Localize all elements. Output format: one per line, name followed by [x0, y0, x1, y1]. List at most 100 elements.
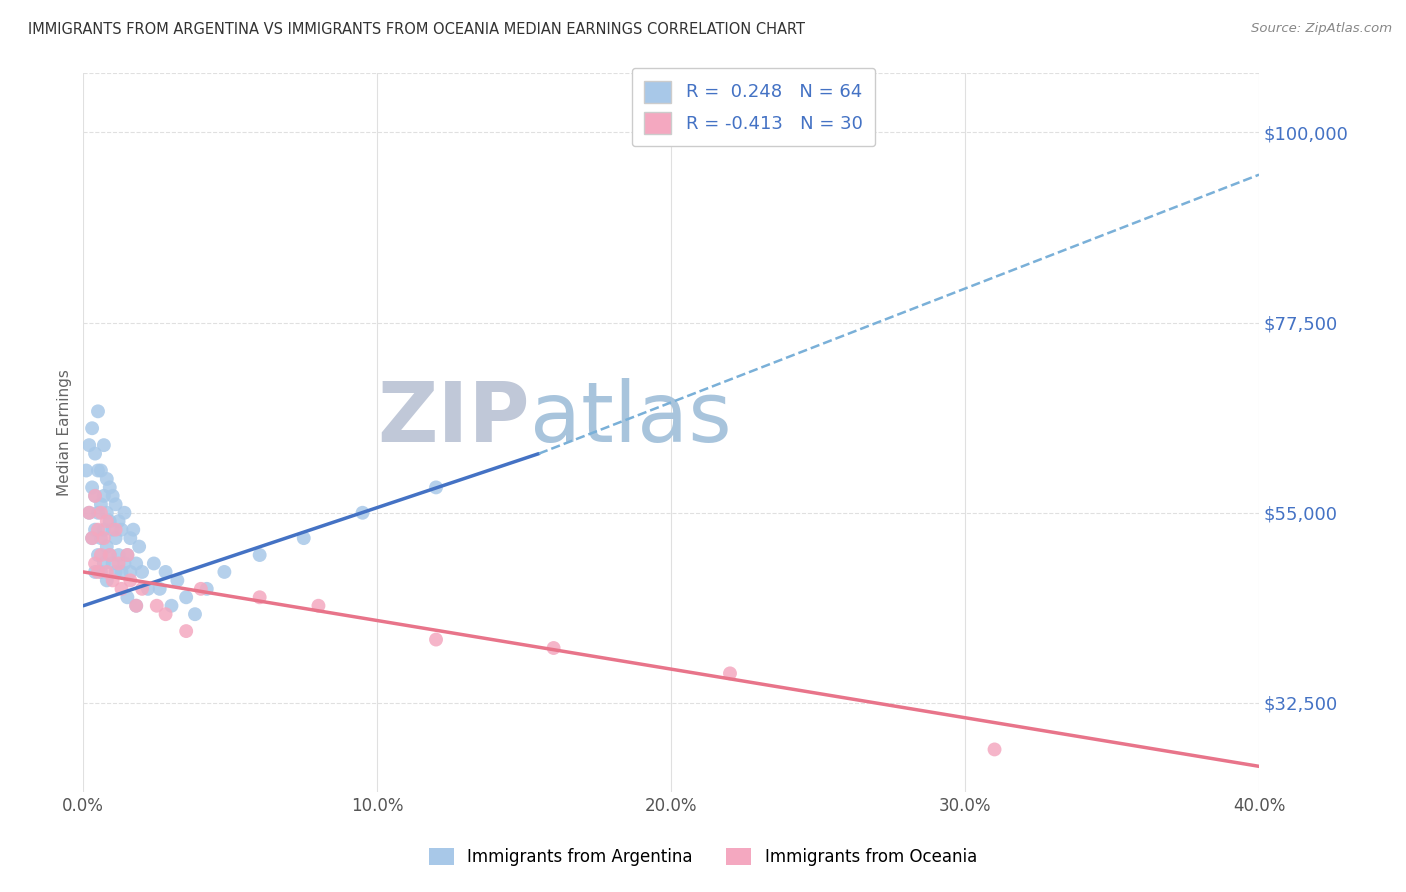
- Point: [149, 582, 172, 596]
- Point: [110, 582, 132, 596]
- Point: [101, 557, 124, 571]
- Point: [87, 506, 110, 520]
- Point: [122, 523, 145, 537]
- Point: [87, 404, 110, 418]
- Point: [166, 574, 188, 588]
- Point: [93, 438, 115, 452]
- Point: [82, 480, 104, 494]
- Point: [110, 565, 132, 579]
- Point: [249, 548, 271, 562]
- Text: IMMIGRANTS FROM ARGENTINA VS IMMIGRANTS FROM OCEANIA MEDIAN EARNINGS CORRELATION: IMMIGRANTS FROM ARGENTINA VS IMMIGRANTS …: [28, 22, 806, 37]
- Point: [84, 489, 107, 503]
- Point: [352, 506, 374, 520]
- Point: [718, 666, 741, 681]
- Point: [90, 497, 112, 511]
- Point: [104, 497, 127, 511]
- Point: [160, 599, 183, 613]
- Point: [90, 463, 112, 477]
- Point: [155, 607, 177, 622]
- Point: [96, 574, 118, 588]
- Point: [87, 463, 110, 477]
- Point: [107, 514, 129, 528]
- Point: [104, 523, 127, 537]
- Point: [307, 599, 329, 613]
- Point: [110, 523, 132, 537]
- Point: [136, 582, 159, 596]
- Y-axis label: Median Earnings: Median Earnings: [58, 369, 72, 496]
- Point: [104, 531, 127, 545]
- Point: [174, 591, 197, 605]
- Point: [131, 565, 153, 579]
- Point: [117, 548, 139, 562]
- Point: [84, 447, 107, 461]
- Point: [117, 548, 139, 562]
- Point: [96, 540, 118, 554]
- Text: ZIP: ZIP: [378, 377, 530, 458]
- Point: [125, 599, 148, 613]
- Point: [114, 557, 136, 571]
- Point: [84, 557, 107, 571]
- Point: [98, 480, 121, 494]
- Point: [84, 489, 107, 503]
- Point: [214, 565, 236, 579]
- Point: [77, 506, 100, 520]
- Point: [82, 421, 104, 435]
- Point: [425, 632, 447, 647]
- Point: [128, 540, 150, 554]
- Point: [120, 574, 142, 588]
- Point: [125, 599, 148, 613]
- Text: atlas: atlas: [530, 377, 733, 458]
- Point: [190, 582, 212, 596]
- Point: [101, 574, 124, 588]
- Point: [120, 531, 142, 545]
- Point: [131, 582, 153, 596]
- Point: [155, 565, 177, 579]
- Point: [107, 557, 129, 571]
- Point: [82, 531, 104, 545]
- Point: [117, 591, 139, 605]
- Point: [98, 514, 121, 528]
- Point: [249, 591, 271, 605]
- Point: [93, 523, 115, 537]
- Point: [104, 565, 127, 579]
- Point: [90, 548, 112, 562]
- Point: [125, 557, 148, 571]
- Point: [195, 582, 218, 596]
- Point: [96, 514, 118, 528]
- Point: [77, 506, 100, 520]
- Point: [87, 548, 110, 562]
- Point: [146, 599, 169, 613]
- Point: [142, 557, 165, 571]
- Point: [87, 565, 110, 579]
- Point: [184, 607, 207, 622]
- Point: [120, 565, 142, 579]
- Point: [292, 531, 315, 545]
- Point: [543, 640, 565, 655]
- Point: [96, 506, 118, 520]
- Point: [82, 531, 104, 545]
- Point: [84, 523, 107, 537]
- Point: [98, 548, 121, 562]
- Point: [77, 438, 100, 452]
- Point: [90, 565, 112, 579]
- Point: [87, 523, 110, 537]
- Point: [96, 565, 118, 579]
- Point: [101, 489, 124, 503]
- Point: [96, 472, 118, 486]
- Point: [90, 506, 112, 520]
- Legend: Immigrants from Argentina, Immigrants from Oceania: Immigrants from Argentina, Immigrants fr…: [420, 840, 986, 875]
- Point: [93, 489, 115, 503]
- Text: Source: ZipAtlas.com: Source: ZipAtlas.com: [1251, 22, 1392, 36]
- Point: [983, 742, 1005, 756]
- Legend: R =  0.248   N = 64, R = -0.413   N = 30: R = 0.248 N = 64, R = -0.413 N = 30: [631, 68, 876, 146]
- Point: [98, 548, 121, 562]
- Point: [84, 565, 107, 579]
- Point: [75, 463, 97, 477]
- Point: [107, 548, 129, 562]
- Point: [93, 531, 115, 545]
- Point: [101, 523, 124, 537]
- Point: [174, 624, 197, 639]
- Point: [114, 506, 136, 520]
- Point: [90, 531, 112, 545]
- Point: [93, 557, 115, 571]
